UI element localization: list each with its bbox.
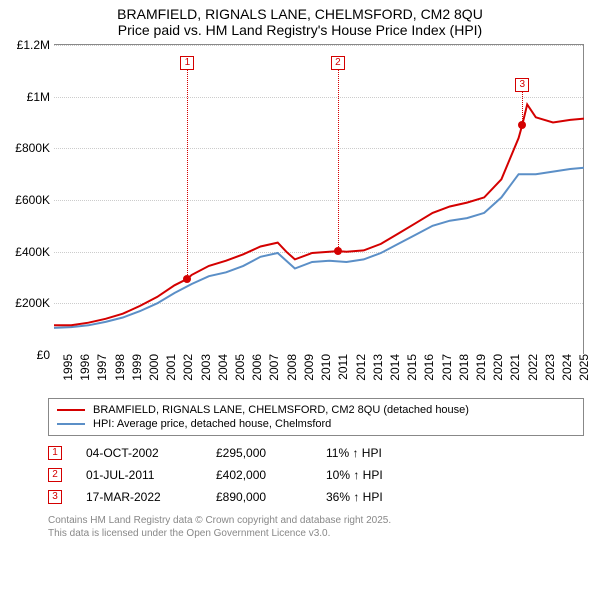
chart-title: BRAMFIELD, RIGNALS LANE, CHELMSFORD, CM2… (0, 6, 600, 22)
x-tick-label: 2015 (403, 354, 419, 381)
sales-price: £295,000 (216, 446, 326, 460)
series-price_paid (54, 104, 584, 325)
legend-label: HPI: Average price, detached house, Chel… (93, 418, 331, 430)
chart-svg (54, 45, 584, 355)
sales-marker: 3 (48, 490, 62, 504)
x-tick-label: 2004 (214, 354, 230, 381)
footer-attribution: Contains HM Land Registry data © Crown c… (48, 514, 584, 540)
x-tick-label: 2013 (369, 354, 385, 381)
y-tick-label: £1.2M (17, 38, 54, 52)
x-tick-label: 2023 (541, 354, 557, 381)
x-tick-label: 2010 (317, 354, 333, 381)
sales-row: 3 17-MAR-2022£890,00036% ↑ HPI (48, 486, 584, 508)
x-tick-label: 2003 (197, 354, 213, 381)
marker-line (338, 63, 339, 251)
marker-box: 3 (515, 78, 529, 92)
x-tick-label: 2018 (455, 354, 471, 381)
x-tick-label: 2016 (420, 354, 436, 381)
series-hpi (54, 168, 584, 328)
x-tick-label: 2011 (334, 354, 350, 380)
legend-item: HPI: Average price, detached house, Chel… (57, 417, 575, 431)
x-tick-label: 2020 (489, 354, 505, 381)
y-tick-label: £200K (15, 296, 54, 310)
x-tick-label: 2009 (300, 354, 316, 381)
sales-row: 1 04-OCT-2002£295,00011% ↑ HPI (48, 442, 584, 464)
x-tick-label: 2021 (506, 354, 522, 381)
x-tick-label: 2024 (558, 354, 574, 381)
legend-swatch (57, 423, 85, 425)
sales-marker: 2 (48, 468, 62, 482)
x-tick-label: 1999 (128, 354, 144, 381)
sales-marker: 1 (48, 446, 62, 460)
legend-item: BRAMFIELD, RIGNALS LANE, CHELMSFORD, CM2… (57, 403, 575, 417)
chart-subtitle: Price paid vs. HM Land Registry's House … (0, 22, 600, 38)
sales-delta: 36% ↑ HPI (326, 490, 584, 504)
y-tick-label: £600K (15, 193, 54, 207)
sales-delta: 11% ↑ HPI (326, 446, 584, 460)
footer-line-2: This data is licensed under the Open Gov… (48, 527, 584, 540)
plot-area: £0£200K£400K£600K£800K£1M£1.2M1995199619… (54, 44, 584, 354)
x-tick-label: 2001 (162, 354, 178, 381)
marker-dot (334, 247, 342, 255)
marker-box: 2 (331, 56, 345, 70)
x-tick-label: 2012 (352, 354, 368, 381)
y-tick-label: £400K (15, 245, 54, 259)
x-tick-label: 2019 (472, 354, 488, 381)
y-tick-label: £0 (37, 348, 54, 362)
legend-label: BRAMFIELD, RIGNALS LANE, CHELMSFORD, CM2… (93, 404, 469, 416)
x-tick-label: 2007 (265, 354, 281, 381)
x-tick-label: 1996 (76, 354, 92, 381)
sales-delta: 10% ↑ HPI (326, 468, 584, 482)
x-tick-label: 1998 (111, 354, 127, 381)
sales-date: 01-JUL-2011 (86, 468, 216, 482)
x-tick-label: 2017 (438, 354, 454, 381)
sales-date: 04-OCT-2002 (86, 446, 216, 460)
y-tick-label: £1M (27, 90, 54, 104)
sales-price: £890,000 (216, 490, 326, 504)
sales-date: 17-MAR-2022 (86, 490, 216, 504)
marker-line (187, 63, 188, 279)
x-tick-label: 1997 (93, 354, 109, 381)
x-tick-label: 2025 (575, 354, 591, 381)
legend: BRAMFIELD, RIGNALS LANE, CHELMSFORD, CM2… (48, 398, 584, 436)
chart-area: £0£200K£400K£600K£800K£1M£1.2M1995199619… (10, 44, 584, 354)
x-tick-label: 2022 (524, 354, 540, 381)
x-tick-label: 2000 (145, 354, 161, 381)
x-tick-label: 2014 (386, 354, 402, 381)
x-tick-label: 1995 (59, 354, 75, 381)
x-tick-label: 2006 (248, 354, 264, 381)
x-tick-label: 2005 (231, 354, 247, 381)
sales-table: 1 04-OCT-2002£295,00011% ↑ HPI 2 01-JUL-201… (48, 442, 584, 508)
sales-price: £402,000 (216, 468, 326, 482)
x-tick-label: 2008 (283, 354, 299, 381)
footer-line-1: Contains HM Land Registry data © Crown c… (48, 514, 584, 527)
y-tick-label: £800K (15, 141, 54, 155)
marker-dot (518, 121, 526, 129)
x-tick-label: 2002 (179, 354, 195, 381)
legend-swatch (57, 409, 85, 411)
marker-box: 1 (180, 56, 194, 70)
marker-dot (183, 275, 191, 283)
sales-row: 2 01-JUL-2011£402,00010% ↑ HPI (48, 464, 584, 486)
